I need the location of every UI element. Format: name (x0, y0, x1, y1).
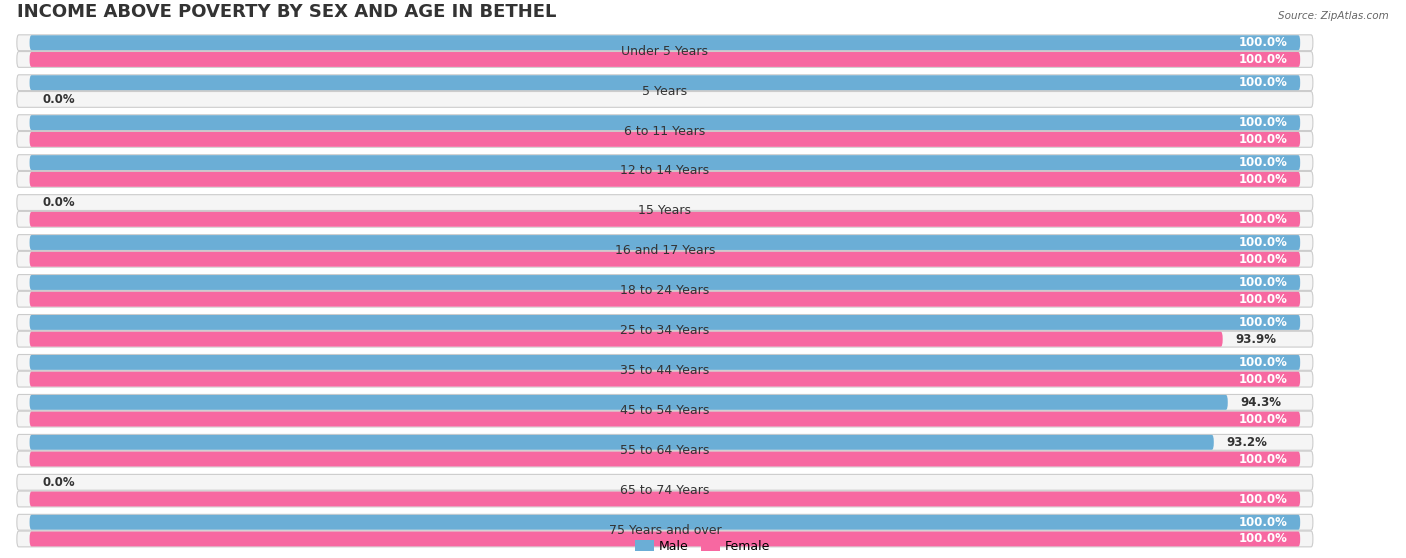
FancyBboxPatch shape (17, 411, 1313, 427)
FancyBboxPatch shape (17, 234, 1313, 251)
FancyBboxPatch shape (30, 292, 1301, 307)
Text: 55 to 64 Years: 55 to 64 Years (620, 444, 710, 457)
FancyBboxPatch shape (17, 531, 1313, 547)
FancyBboxPatch shape (17, 291, 1313, 307)
Text: 65 to 74 Years: 65 to 74 Years (620, 484, 710, 497)
Text: 100.0%: 100.0% (1239, 133, 1288, 146)
FancyBboxPatch shape (30, 252, 1301, 267)
FancyBboxPatch shape (30, 235, 1301, 250)
FancyBboxPatch shape (30, 372, 1301, 387)
FancyBboxPatch shape (30, 515, 1301, 530)
FancyBboxPatch shape (17, 435, 1313, 450)
Text: 25 to 34 Years: 25 to 34 Years (620, 324, 710, 337)
FancyBboxPatch shape (17, 51, 1313, 68)
FancyBboxPatch shape (17, 211, 1313, 227)
FancyBboxPatch shape (17, 395, 1313, 410)
Text: 100.0%: 100.0% (1239, 516, 1288, 529)
FancyBboxPatch shape (17, 115, 1313, 131)
Text: INCOME ABOVE POVERTY BY SEX AND AGE IN BETHEL: INCOME ABOVE POVERTY BY SEX AND AGE IN B… (17, 3, 557, 21)
Text: Under 5 Years: Under 5 Years (621, 45, 709, 57)
FancyBboxPatch shape (17, 331, 1313, 347)
Text: 0.0%: 0.0% (42, 476, 75, 489)
FancyBboxPatch shape (17, 195, 1313, 210)
FancyBboxPatch shape (30, 435, 1213, 450)
FancyBboxPatch shape (30, 532, 1301, 546)
Text: 12 to 14 Years: 12 to 14 Years (620, 165, 710, 177)
Text: 0.0%: 0.0% (42, 93, 75, 106)
FancyBboxPatch shape (30, 332, 1223, 347)
FancyBboxPatch shape (30, 212, 1301, 227)
Text: 100.0%: 100.0% (1239, 253, 1288, 266)
Text: 18 to 24 Years: 18 to 24 Years (620, 285, 710, 297)
Text: 5 Years: 5 Years (643, 85, 688, 98)
Text: 94.3%: 94.3% (1240, 396, 1281, 409)
FancyBboxPatch shape (17, 315, 1313, 330)
FancyBboxPatch shape (30, 172, 1301, 187)
Text: 100.0%: 100.0% (1239, 453, 1288, 465)
FancyBboxPatch shape (30, 355, 1301, 370)
FancyBboxPatch shape (17, 75, 1313, 90)
Text: 100.0%: 100.0% (1239, 156, 1288, 169)
FancyBboxPatch shape (30, 275, 1301, 290)
FancyBboxPatch shape (17, 474, 1313, 490)
FancyBboxPatch shape (30, 395, 1227, 410)
FancyBboxPatch shape (17, 354, 1313, 371)
FancyBboxPatch shape (17, 451, 1313, 467)
FancyBboxPatch shape (30, 155, 1301, 170)
FancyBboxPatch shape (17, 251, 1313, 267)
Legend: Male, Female: Male, Female (636, 540, 770, 553)
Text: 100.0%: 100.0% (1239, 213, 1288, 226)
FancyBboxPatch shape (17, 371, 1313, 387)
FancyBboxPatch shape (30, 492, 1301, 507)
Text: 100.0%: 100.0% (1239, 316, 1288, 329)
Text: Source: ZipAtlas.com: Source: ZipAtlas.com (1278, 11, 1389, 21)
Text: 15 Years: 15 Years (638, 204, 692, 218)
FancyBboxPatch shape (17, 132, 1313, 147)
Text: 0.0%: 0.0% (42, 196, 75, 209)
Text: 100.0%: 100.0% (1239, 493, 1288, 506)
Text: 35 to 44 Years: 35 to 44 Years (620, 364, 710, 377)
FancyBboxPatch shape (17, 491, 1313, 507)
Text: 100.0%: 100.0% (1239, 532, 1288, 546)
FancyBboxPatch shape (17, 275, 1313, 290)
FancyBboxPatch shape (17, 514, 1313, 530)
Text: 100.0%: 100.0% (1239, 76, 1288, 89)
Text: 100.0%: 100.0% (1239, 412, 1288, 426)
Text: 16 and 17 Years: 16 and 17 Years (614, 244, 716, 257)
FancyBboxPatch shape (17, 155, 1313, 171)
FancyBboxPatch shape (30, 52, 1301, 67)
Text: 100.0%: 100.0% (1239, 236, 1288, 249)
FancyBboxPatch shape (30, 451, 1301, 466)
FancyBboxPatch shape (30, 315, 1301, 330)
Text: 100.0%: 100.0% (1239, 53, 1288, 66)
Text: 100.0%: 100.0% (1239, 373, 1288, 386)
Text: 93.9%: 93.9% (1236, 333, 1277, 345)
FancyBboxPatch shape (30, 75, 1301, 90)
Text: 100.0%: 100.0% (1239, 173, 1288, 186)
Text: 100.0%: 100.0% (1239, 293, 1288, 306)
Text: 100.0%: 100.0% (1239, 356, 1288, 369)
FancyBboxPatch shape (30, 115, 1301, 130)
Text: 45 to 54 Years: 45 to 54 Years (620, 404, 710, 417)
FancyBboxPatch shape (30, 35, 1301, 50)
Text: 75 Years and over: 75 Years and over (609, 524, 721, 537)
Text: 100.0%: 100.0% (1239, 36, 1288, 49)
FancyBboxPatch shape (17, 35, 1313, 51)
Text: 100.0%: 100.0% (1239, 276, 1288, 289)
Text: 93.2%: 93.2% (1226, 436, 1267, 449)
FancyBboxPatch shape (17, 92, 1313, 107)
FancyBboxPatch shape (30, 132, 1301, 147)
FancyBboxPatch shape (30, 412, 1301, 426)
FancyBboxPatch shape (17, 171, 1313, 187)
Text: 6 to 11 Years: 6 to 11 Years (624, 124, 706, 137)
Text: 100.0%: 100.0% (1239, 116, 1288, 129)
